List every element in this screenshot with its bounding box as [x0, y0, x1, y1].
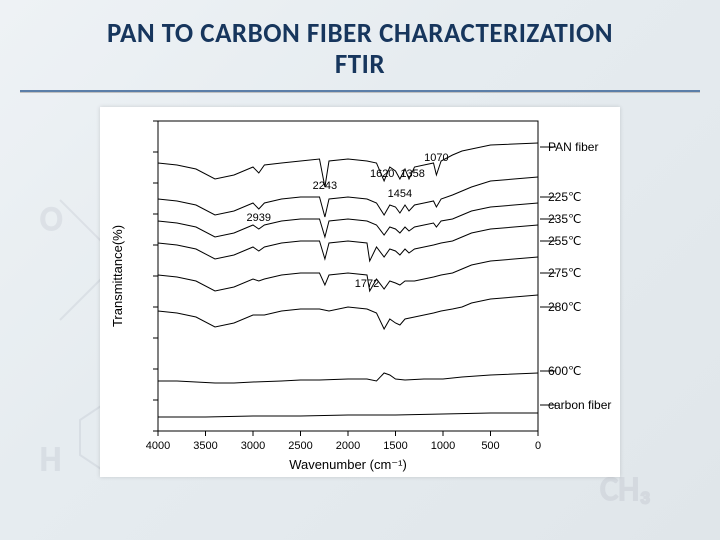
svg-text:1000: 1000	[431, 440, 455, 452]
peak-annotation: 1620	[370, 168, 394, 180]
peak-annotation: 1454	[388, 188, 412, 200]
svg-text:1500: 1500	[383, 440, 407, 452]
title-line-2: FTIR	[20, 49, 700, 80]
title-underline	[20, 90, 700, 93]
svg-text:4000: 4000	[146, 440, 170, 452]
series-label: 600℃	[548, 364, 582, 378]
series-label: 255℃	[548, 234, 582, 248]
ftir-chart-svg: 4000 3500 3000 2500 2000 1500 1000 500 0 Wavenumb…	[100, 107, 620, 477]
series-label: PAN fiber	[548, 140, 598, 154]
svg-text:O: O	[40, 199, 63, 240]
svg-text:3000: 3000	[241, 440, 265, 452]
svg-text:3500: 3500	[193, 440, 217, 452]
series-label: 275℃	[548, 266, 582, 280]
peak-annotation: 2939	[247, 212, 271, 224]
slide: H O CH₃ PAN TO CARBON FIBER CHARACTERIZA…	[0, 0, 720, 540]
ftir-chart: 4000 3500 3000 2500 2000 1500 1000 500 0 Wavenumb…	[100, 107, 620, 477]
svg-text:H: H	[40, 439, 61, 480]
slide-title: PAN TO CARBON FIBER CHARACTERIZATION FTI…	[20, 18, 700, 80]
svg-text:2000: 2000	[336, 440, 360, 452]
series-label: carbon fiber	[548, 398, 611, 412]
svg-text:500: 500	[481, 440, 499, 452]
title-block: PAN TO CARBON FIBER CHARACTERIZATION FTI…	[0, 0, 720, 86]
series-label: 280℃	[548, 300, 582, 314]
peak-annotation: 1358	[400, 168, 424, 180]
series-label: 235℃	[548, 212, 582, 226]
peak-annotation: 1772	[355, 278, 379, 290]
svg-text:Wavenumber (cm⁻¹): Wavenumber (cm⁻¹)	[289, 457, 407, 472]
series-label: 225℃	[548, 190, 582, 204]
svg-text:Transmittance(%): Transmittance(%)	[110, 225, 125, 327]
peak-annotation: 2243	[313, 180, 337, 192]
title-line-1: PAN TO CARBON FIBER CHARACTERIZATION	[20, 18, 700, 49]
peak-annotation: 1070	[424, 152, 448, 164]
svg-text:0: 0	[535, 440, 541, 452]
svg-text:2500: 2500	[288, 440, 312, 452]
